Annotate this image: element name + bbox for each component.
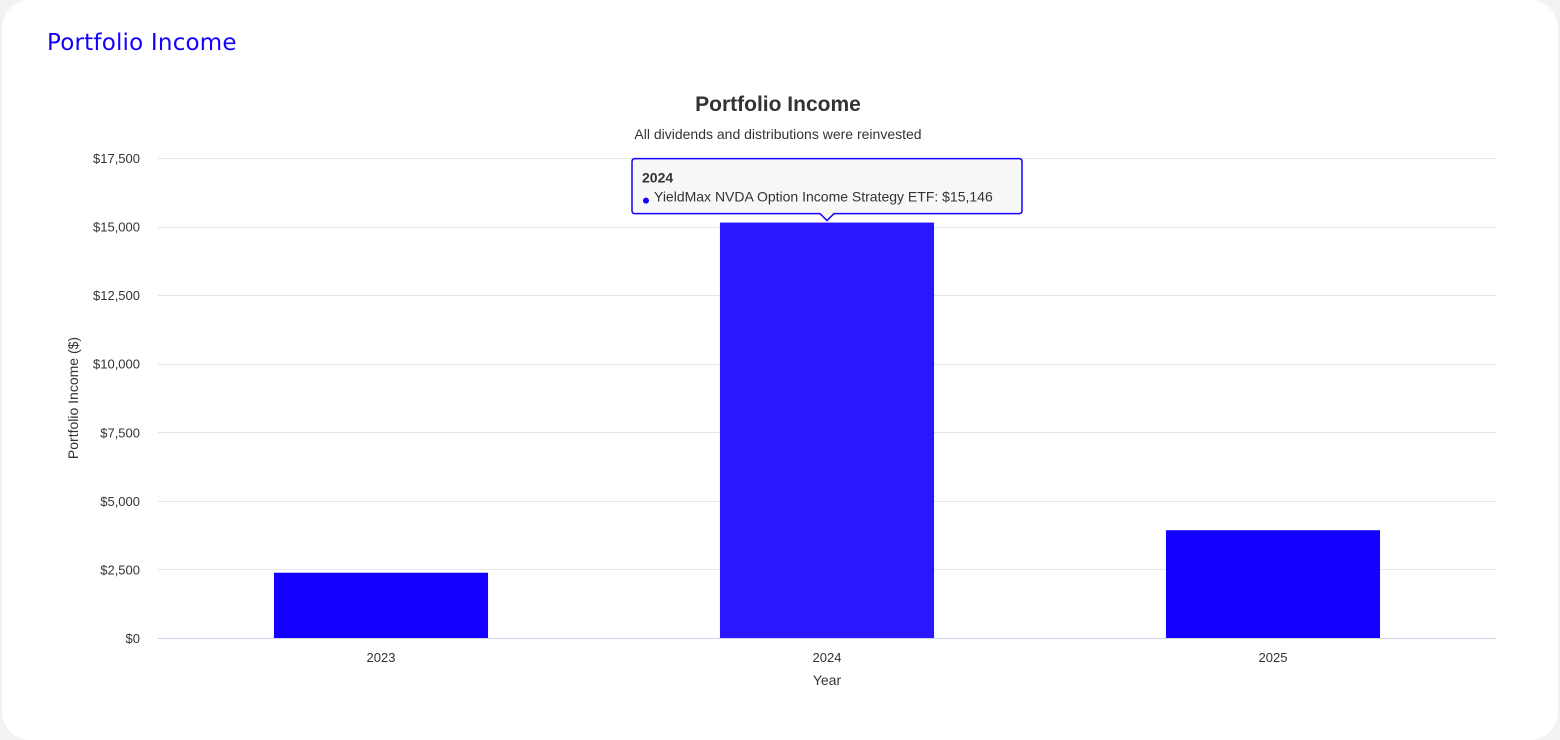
y-tick-label: $7,500 xyxy=(100,425,140,440)
chart-title: Portfolio Income xyxy=(695,93,861,116)
bar-2024[interactable] xyxy=(719,222,935,638)
y-tick-label: $17,500 xyxy=(93,151,140,166)
y-tick-label: $10,000 xyxy=(93,357,140,372)
x-axis-ticks: 2023 2024 2025 xyxy=(367,650,1288,665)
bar-2023[interactable] xyxy=(273,572,489,638)
y-axis-ticks: $0 $2,500 $5,000 $7,500 $10,000 $12,500 $15,00… xyxy=(93,151,140,646)
tooltip-header: 2024 xyxy=(642,170,673,186)
y-tick-label: $15,000 xyxy=(93,220,140,235)
series-marker-icon xyxy=(643,197,649,204)
y-tick-label: $5,000 xyxy=(100,494,140,509)
x-axis-title: Year xyxy=(813,672,842,688)
y-tick-label: $0 xyxy=(126,631,140,646)
portfolio-income-chart: Portfolio Income All dividends and distr… xyxy=(65,93,1496,688)
tooltip-box xyxy=(631,157,1023,222)
tooltip-value: YieldMax NVDA Option Income Strategy ETF… xyxy=(654,189,993,205)
x-tick-label: 2025 xyxy=(1259,650,1288,665)
tooltip: 2024 YieldMax NVDA Option Income Strategy… xyxy=(631,157,1023,222)
bar-2025[interactable] xyxy=(1165,530,1381,638)
x-tick-label: 2023 xyxy=(367,650,396,665)
chart-subtitle: All dividends and distributions were rei… xyxy=(634,126,921,142)
x-tick-label: 2024 xyxy=(813,650,842,665)
card-title: Portfolio Income xyxy=(47,30,237,56)
bars xyxy=(273,222,1381,638)
y-axis-title: Portfolio Income ($) xyxy=(65,337,81,459)
y-tick-label: $2,500 xyxy=(100,562,140,577)
y-tick-label: $12,500 xyxy=(93,288,140,303)
